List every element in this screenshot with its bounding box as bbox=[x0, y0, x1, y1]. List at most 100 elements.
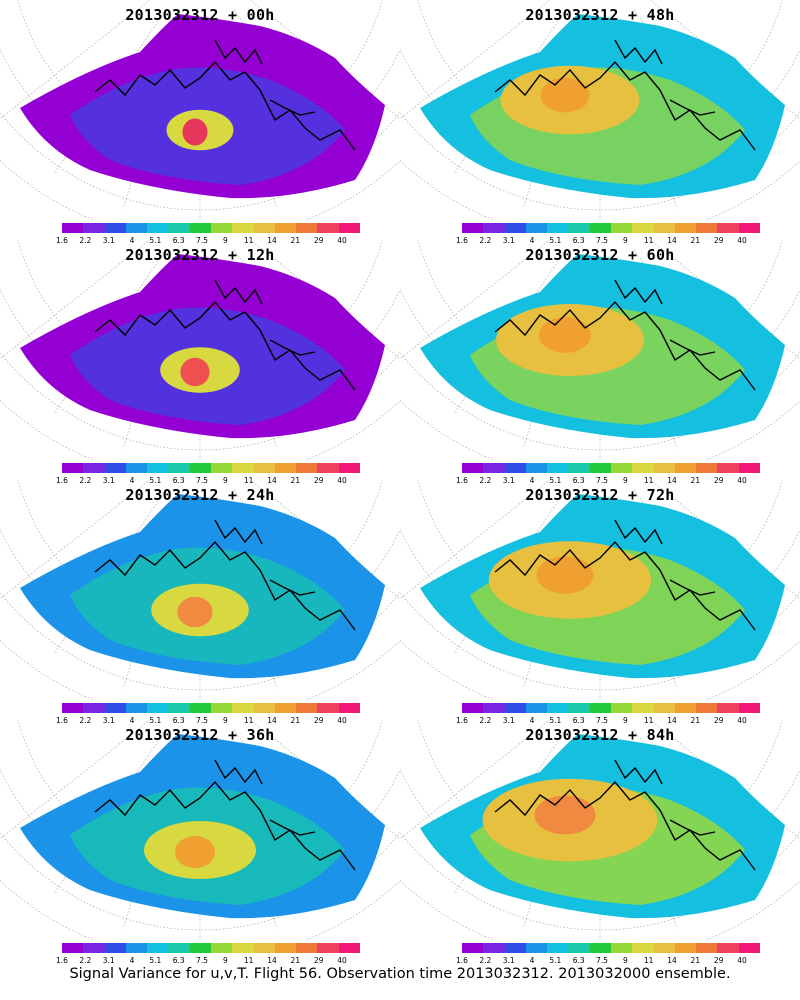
colorbar-swatch bbox=[610, 703, 633, 713]
colorbar-label: 3.1 bbox=[502, 716, 515, 725]
colorbar-label: 9 bbox=[622, 956, 628, 965]
coastline bbox=[494, 60, 756, 151]
colorbar-label: 6.3 bbox=[572, 956, 585, 965]
colorbar-swatch bbox=[674, 943, 697, 953]
colorbar-label: 3.1 bbox=[102, 476, 115, 485]
colorbar-label: 3.1 bbox=[502, 476, 515, 485]
colorbar-label: 11 bbox=[643, 236, 654, 245]
colorbar-label: 7.5 bbox=[196, 716, 208, 725]
colorbar-label: 9 bbox=[222, 956, 228, 965]
colorbar-swatch bbox=[210, 223, 233, 233]
colorbar-swatch bbox=[168, 223, 190, 233]
colorbar bbox=[462, 703, 760, 713]
colorbar-label: 14 bbox=[667, 236, 677, 245]
colorbar-swatch bbox=[610, 463, 633, 473]
colorbar-swatch bbox=[525, 463, 548, 473]
colorbar-label: 5.1 bbox=[549, 476, 562, 485]
variance-peak bbox=[182, 118, 208, 146]
map-panel: 2013032312 + 72h 1.6 2.2 3.1 4 5.1 6.3 7.5 9 11 14… bbox=[400, 480, 800, 725]
colorbar-label: 4 bbox=[129, 716, 135, 725]
colorbar-swatch bbox=[232, 223, 254, 233]
colorbar-label: 9 bbox=[622, 236, 628, 245]
colorbar bbox=[62, 703, 360, 713]
colorbar-label: 6.3 bbox=[172, 956, 185, 965]
colorbar bbox=[462, 463, 760, 473]
colorbar-label: 4 bbox=[129, 956, 135, 965]
colorbar-label: 5.1 bbox=[149, 476, 162, 485]
colorbar-swatch bbox=[338, 463, 360, 473]
coastline bbox=[494, 540, 756, 631]
colorbar-swatch bbox=[189, 463, 211, 473]
colorbar-swatch bbox=[83, 463, 105, 473]
colorbar-label: 7.5 bbox=[196, 236, 208, 245]
colorbar-swatch bbox=[653, 463, 675, 473]
colorbar-label: 7.5 bbox=[596, 236, 608, 245]
panel-title: 2013032312 + 60h bbox=[525, 246, 675, 264]
colorbar-label: 9 bbox=[622, 476, 628, 485]
colorbar-swatch bbox=[338, 703, 360, 713]
colorbar-swatch bbox=[674, 463, 697, 473]
colorbar-label: 40 bbox=[737, 716, 747, 725]
colorbar-swatch bbox=[253, 223, 275, 233]
colorbar-label: 29 bbox=[713, 476, 724, 485]
colorbar-swatch bbox=[168, 703, 190, 713]
coastline bbox=[214, 519, 316, 596]
colorbar-swatch bbox=[189, 943, 211, 953]
colorbar-swatch bbox=[738, 703, 760, 713]
figure-caption: Signal Variance for u,v,T. Flight 56. Ob… bbox=[69, 966, 731, 982]
panel-title: 2013032312 + 84h bbox=[525, 726, 675, 744]
coastline bbox=[494, 780, 756, 871]
colorbar-swatch bbox=[168, 463, 190, 473]
colorbar-swatch bbox=[189, 223, 211, 233]
variance-peak bbox=[177, 596, 213, 628]
colorbar-label: 40 bbox=[737, 476, 747, 485]
colorbar-swatch bbox=[296, 223, 318, 233]
colorbar-label: 1.6 bbox=[56, 236, 68, 245]
colorbar-swatch bbox=[738, 223, 760, 233]
coastline bbox=[214, 279, 316, 356]
colorbar-swatch bbox=[317, 703, 339, 713]
colorbar-label: 5.1 bbox=[549, 236, 562, 245]
colorbar-label: 2.2 bbox=[79, 716, 92, 725]
colorbar-label: 21 bbox=[690, 476, 701, 485]
colorbar-label: 3.1 bbox=[502, 236, 515, 245]
colorbar-swatch bbox=[504, 703, 526, 713]
colorbar-swatch bbox=[274, 703, 297, 713]
colorbar-label: 40 bbox=[337, 476, 347, 485]
colorbar bbox=[462, 943, 760, 953]
colorbar-label: 7.5 bbox=[196, 476, 208, 485]
colorbar-label: 21 bbox=[290, 476, 301, 485]
colorbar-label: 29 bbox=[713, 956, 724, 965]
map-panel: 2013032312 + 00h 1.6 2.2 3.1 4 5.1 6.3 7.5 9 11 14… bbox=[0, 0, 400, 245]
colorbar-swatch bbox=[589, 463, 611, 473]
colorbar-swatch bbox=[738, 463, 760, 473]
colorbar-labels: 1.6 2.2 3.1 4 5.1 6.3 7.5 9 11 14 21 29 40 bbox=[52, 716, 370, 726]
variance-peak bbox=[180, 357, 210, 387]
colorbar-swatch bbox=[483, 703, 505, 713]
colorbar-label: 3.1 bbox=[102, 716, 115, 725]
colorbar-swatch bbox=[653, 703, 675, 713]
panel-title: 2013032312 + 00h bbox=[125, 6, 275, 24]
colorbar bbox=[462, 223, 760, 233]
colorbar-label: 2.2 bbox=[479, 236, 492, 245]
panel-title: 2013032312 + 36h bbox=[125, 726, 275, 744]
panel-title: 2013032312 + 48h bbox=[525, 6, 675, 24]
colorbar-label: 2.2 bbox=[479, 476, 492, 485]
colorbar-swatch bbox=[232, 463, 254, 473]
colorbar-swatch bbox=[317, 463, 339, 473]
colorbar-swatch bbox=[462, 943, 484, 953]
colorbar-label: 29 bbox=[713, 236, 724, 245]
variance-map bbox=[0, 0, 400, 220]
colorbar-label: 11 bbox=[243, 716, 254, 725]
colorbar-swatch bbox=[717, 943, 739, 953]
colorbar-swatch bbox=[189, 703, 211, 713]
colorbar-swatch bbox=[717, 463, 739, 473]
colorbar-swatch bbox=[104, 943, 126, 953]
coastline bbox=[494, 300, 756, 391]
colorbar-swatch bbox=[296, 943, 318, 953]
colorbar-swatch bbox=[62, 703, 84, 713]
colorbar-label: 2.2 bbox=[479, 716, 492, 725]
coastline bbox=[614, 39, 716, 116]
colorbar-swatch bbox=[253, 703, 275, 713]
colorbar-label: 14 bbox=[667, 716, 677, 725]
